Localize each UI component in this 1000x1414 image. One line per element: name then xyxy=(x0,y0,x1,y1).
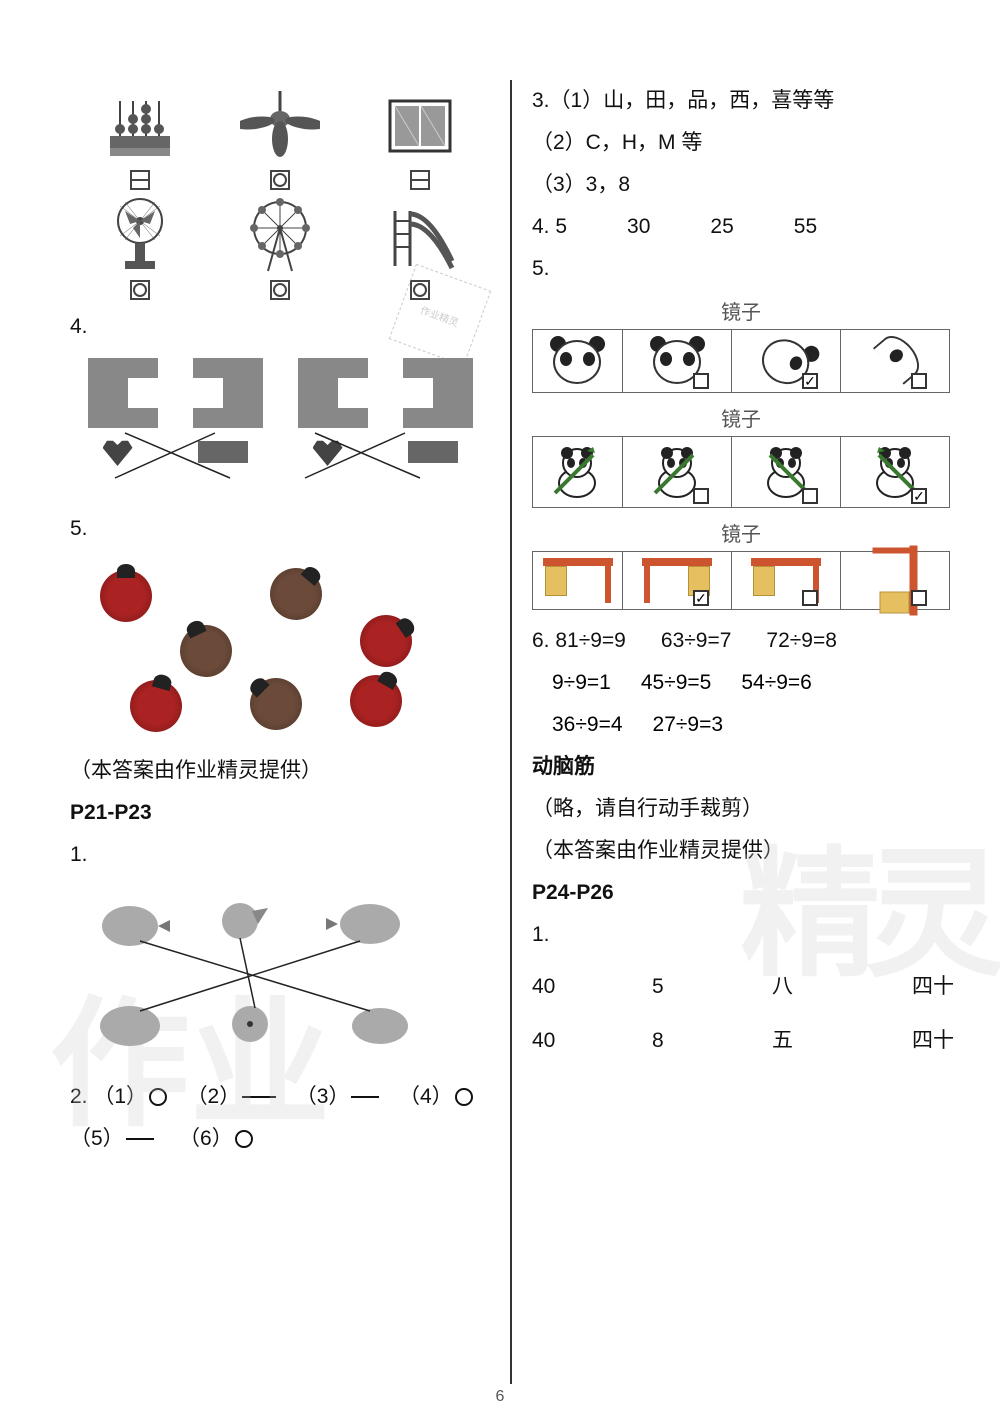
q2-line2: （5） （6） xyxy=(70,1118,490,1160)
abacus-icon xyxy=(100,86,180,190)
q2-prefix: 2. xyxy=(70,1085,88,1108)
birds-matching xyxy=(70,886,490,1066)
mirror-group-bamboo: 镜子 ✓ xyxy=(532,403,950,508)
desk-fan-icon xyxy=(100,196,180,300)
brain-text: （略，请自行动手裁剪） xyxy=(532,788,950,830)
panda-icon xyxy=(550,336,605,386)
q6-r2: 9÷9=1 45÷9=5 54÷9=6 xyxy=(532,662,950,704)
q1-label: 1. xyxy=(70,834,490,876)
right-column: 精灵 3.（1）山，田，品，西，喜等等 （2）C，H，M 等 （3）3，8 4.… xyxy=(510,80,950,1384)
credit-text: （本答案由作业精灵提供） xyxy=(70,750,490,792)
mirror-group-panda: 镜子 ✓ xyxy=(532,296,950,393)
ferris-wheel-icon xyxy=(240,196,320,300)
panda-bamboo-icon xyxy=(545,443,610,501)
q6-r1: 6. 81÷9=9 63÷9=7 72÷9=8 xyxy=(532,620,950,662)
checkbox[interactable] xyxy=(693,373,709,389)
table-q1: 1. 40 5 八 四十 40 8 五 四十 xyxy=(532,914,950,1062)
q3-l2: （2）C，H，M 等 xyxy=(532,122,950,164)
page-number: 6 xyxy=(496,1388,505,1406)
marker-dash xyxy=(410,170,430,190)
q4-row: 4. 5 30 25 55 xyxy=(532,206,950,248)
ladybug-area xyxy=(70,560,490,740)
marker-dash xyxy=(130,170,150,190)
checkbox-checked[interactable]: ✓ xyxy=(802,373,818,389)
q3-l1: 3.（1）山，田，品，西，喜等等 xyxy=(532,80,950,122)
q2-line1: 2. （1） （2） （3） （4） xyxy=(70,1076,490,1118)
q5-label: 5. xyxy=(70,508,490,550)
checkbox[interactable] xyxy=(911,373,927,389)
section-header: P21-P23 xyxy=(70,792,490,834)
window-icon xyxy=(380,86,460,190)
left-column: 作业 作业精灵 xyxy=(70,80,490,1384)
q4-matching xyxy=(70,358,490,508)
desk-icon xyxy=(543,558,613,603)
section2: P24-P26 xyxy=(532,872,950,914)
credit-r: （本答案由作业精灵提供） xyxy=(532,830,950,872)
icon-row-1 xyxy=(70,86,490,190)
ceiling-fan-icon xyxy=(240,86,320,190)
mirror-group-desk: 镜子 ✓ xyxy=(532,518,950,610)
q6-r3: 36÷9=4 27÷9=3 xyxy=(532,704,950,746)
brain-label: 动脑筋 xyxy=(532,746,950,788)
q5r-label: 5. xyxy=(532,248,950,290)
q3-l3: （3）3，8 xyxy=(532,164,950,206)
marker-circle xyxy=(270,170,290,190)
